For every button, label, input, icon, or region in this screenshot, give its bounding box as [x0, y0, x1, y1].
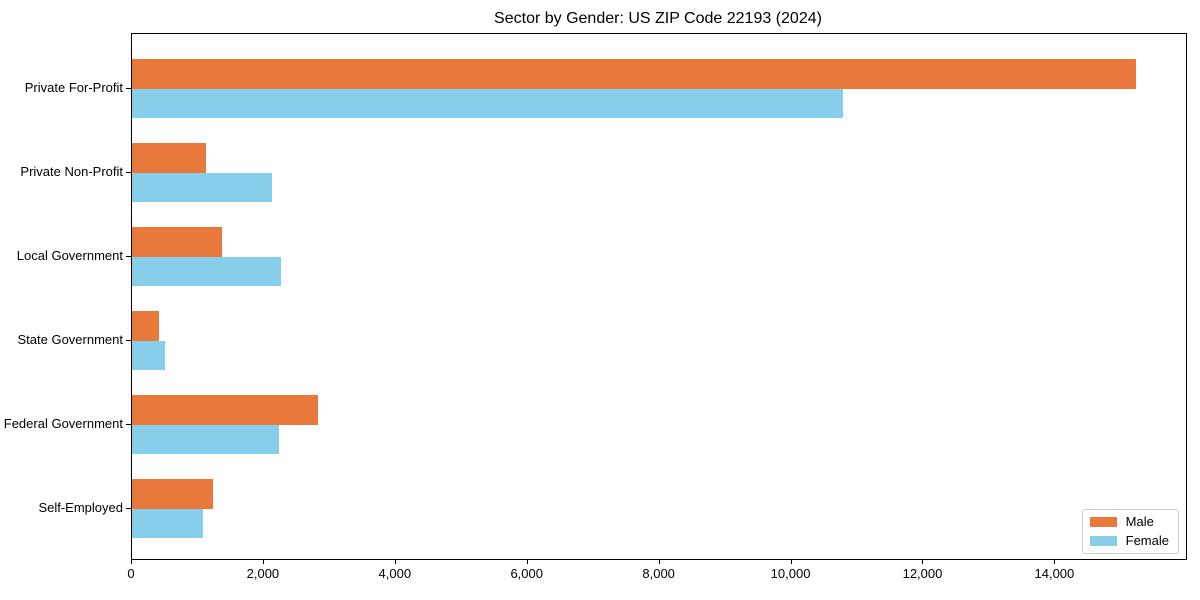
- y-tick-label-local-government: Local Government: [16, 248, 123, 263]
- x-tick-label: 2,000: [246, 566, 280, 581]
- bar-female-self-employed: [132, 509, 203, 538]
- y-tick-mark: [126, 172, 131, 173]
- legend-item-female: Female: [1089, 533, 1169, 548]
- y-tick-mark: [126, 340, 131, 341]
- bar-female-federal-government: [132, 425, 280, 454]
- x-tick-mark: [790, 560, 792, 564]
- legend-label-male: Male: [1125, 514, 1154, 529]
- plot-area: Male Female: [131, 33, 1187, 560]
- x-tick-mark: [526, 560, 528, 564]
- x-tick-label: 8,000: [642, 566, 675, 581]
- y-tick-label-federal-government: Federal Government: [3, 416, 123, 431]
- x-tick-mark: [658, 560, 660, 564]
- y-tick-label-self-employed: Self-Employed: [38, 500, 123, 515]
- bar-female-local-government: [132, 257, 282, 286]
- x-tick-mark: [131, 560, 132, 564]
- y-tick-label-private-for-profit: Private For-Profit: [24, 80, 123, 95]
- y-tick-mark: [126, 424, 131, 425]
- x-tick-label: 10,000: [770, 566, 811, 581]
- x-tick-mark: [1054, 560, 1056, 564]
- y-tick-label-private-non-profit: Private Non-Profit: [20, 164, 123, 179]
- bar-male-state-government: [132, 311, 160, 341]
- x-tick-mark: [394, 560, 396, 564]
- y-tick-mark: [126, 508, 131, 509]
- legend-item-male: Male: [1089, 514, 1169, 529]
- bar-female-private-for-profit: [132, 89, 844, 118]
- bar-female-state-government: [132, 341, 166, 370]
- bar-male-local-government: [132, 227, 223, 257]
- bar-female-private-non-profit: [132, 173, 273, 202]
- y-tick-mark: [126, 88, 131, 89]
- y-tick-mark: [126, 256, 131, 257]
- legend-label-female: Female: [1125, 533, 1169, 548]
- x-tick-label: 6,000: [510, 566, 543, 581]
- legend: Male Female: [1081, 509, 1179, 554]
- bar-male-private-for-profit: [132, 59, 1136, 89]
- y-tick-label-state-government: State Government: [17, 332, 124, 347]
- bar-male-federal-government: [132, 395, 318, 425]
- bar-male-private-non-profit: [132, 143, 206, 173]
- bar-male-self-employed: [132, 479, 214, 509]
- x-tick-mark: [262, 560, 264, 564]
- x-tick-label: 0: [127, 566, 135, 581]
- x-tick-label: 12,000: [902, 566, 943, 581]
- x-tick-mark: [922, 560, 924, 564]
- x-tick-label: 14,000: [1034, 566, 1075, 581]
- x-tick-label: 4,000: [378, 566, 412, 581]
- chart-title: Sector by Gender: US ZIP Code 22193 (202…: [494, 10, 822, 27]
- legend-swatch-female: [1089, 536, 1117, 546]
- legend-swatch-male: [1089, 517, 1117, 527]
